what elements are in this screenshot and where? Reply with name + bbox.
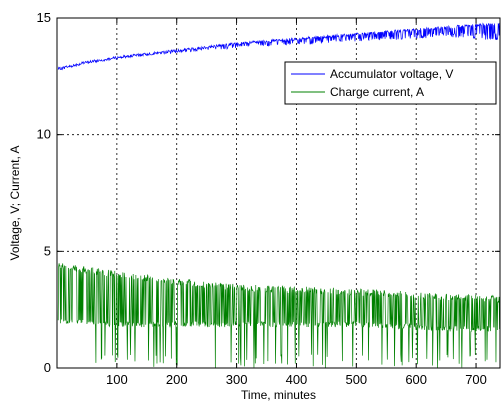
x-tick-label: 600 — [405, 372, 427, 387]
series-line-current — [57, 263, 501, 368]
x-tick-labels: 100 200 300 400 500 600 700 — [106, 372, 487, 387]
x-tick-label: 100 — [106, 372, 128, 387]
series-group — [57, 22, 501, 368]
y-tick-label: 15 — [37, 10, 51, 25]
legend: Accumulator voltage, V Charge current, A — [284, 61, 497, 105]
x-tick-label: 500 — [345, 372, 367, 387]
y-tick-labels: 0 5 10 15 — [37, 10, 51, 375]
x-tick-label: 200 — [166, 372, 188, 387]
x-tick-label: 300 — [226, 372, 248, 387]
x-tick-label: 700 — [465, 372, 487, 387]
plot-frame — [56, 17, 501, 369]
y-tick-label: 5 — [44, 243, 51, 258]
ticks — [57, 17, 500, 369]
legend-label-current: Charge current, A — [330, 85, 424, 99]
y-tick-label: 0 — [44, 360, 51, 375]
series-line-voltage — [57, 22, 501, 71]
legend-label-voltage: Accumulator voltage, V — [330, 67, 453, 81]
legend-box — [284, 61, 497, 105]
y-axis-label: Voltage, V; Current, A — [8, 146, 22, 261]
x-axis-label: Time, minutes — [241, 388, 316, 402]
y-tick-label: 10 — [37, 127, 51, 142]
x-tick-label: 400 — [286, 372, 308, 387]
